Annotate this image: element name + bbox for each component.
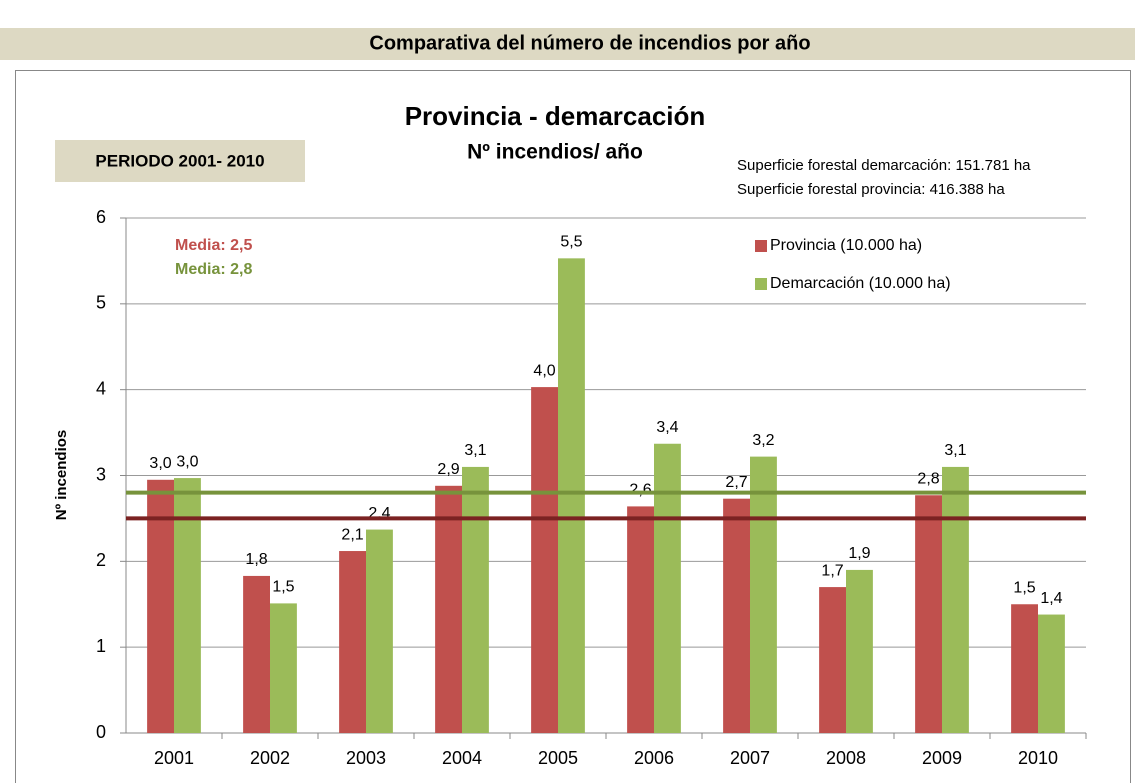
- value-label: 3,0: [176, 453, 198, 470]
- value-label: 3,0: [149, 455, 171, 472]
- legend-swatch: [755, 240, 767, 252]
- chart-frame: [15, 70, 1131, 783]
- value-label: 2,1: [341, 526, 363, 543]
- value-label: 2,8: [917, 470, 939, 487]
- value-label: 4,0: [533, 362, 555, 379]
- legend-label: Provincia (10.000 ha): [770, 237, 922, 254]
- header-title: Comparativa del número de incendios por …: [369, 32, 810, 54]
- bar: [915, 495, 942, 733]
- value-label: 3,1: [464, 442, 486, 459]
- value-label: 2,9: [437, 461, 459, 478]
- bar: [819, 587, 846, 733]
- bar: [942, 466, 969, 733]
- bar: [462, 466, 489, 733]
- value-label: 3,2: [752, 432, 774, 449]
- value-label: 5,5: [560, 234, 582, 251]
- value-label: 2,7: [725, 474, 747, 491]
- y-tick-label: 6: [96, 207, 106, 227]
- value-label: 1,8: [245, 551, 267, 568]
- bar: [270, 603, 297, 733]
- bar: [531, 387, 558, 733]
- value-label: 1,4: [1040, 590, 1062, 607]
- period-box: [55, 140, 305, 182]
- x-tick-label: 2007: [730, 748, 770, 768]
- period-label: PERIODO 2001- 2010: [95, 151, 264, 170]
- note: Superficie forestal provincia: 416.388 h…: [737, 181, 1005, 198]
- bar: [750, 456, 777, 733]
- value-label: 1,5: [272, 579, 294, 596]
- bar: [339, 551, 366, 733]
- header-band: [0, 28, 1135, 60]
- bar: [1011, 604, 1038, 733]
- x-tick-label: 2004: [442, 748, 482, 768]
- y-tick-label: 5: [96, 293, 106, 313]
- bar: [846, 569, 873, 733]
- value-label: 2,6: [629, 482, 651, 499]
- x-tick-label: 2005: [538, 748, 578, 768]
- reference-label: Media: 2,8: [175, 261, 252, 278]
- bar: [627, 506, 654, 733]
- y-tick-label: 2: [96, 550, 106, 570]
- bar: [723, 498, 750, 733]
- y-tick-label: 3: [96, 464, 106, 484]
- value-label: 1,7: [821, 562, 843, 579]
- legend-swatch: [755, 278, 767, 290]
- legend-label: Demarcación (10.000 ha): [770, 275, 951, 292]
- x-tick-label: 2001: [154, 748, 194, 768]
- chart-subtitle: Nº incendios/ año: [467, 141, 643, 164]
- bar: [558, 258, 585, 733]
- value-label: 3,1: [944, 442, 966, 459]
- y-axis-label: Nº incendios: [53, 430, 70, 521]
- bar: [147, 479, 174, 733]
- x-tick-label: 2002: [250, 748, 290, 768]
- bar: [174, 478, 201, 733]
- bar: [243, 575, 270, 733]
- reference-label: Media: 2,5: [175, 237, 252, 254]
- value-label: 1,5: [1013, 579, 1035, 596]
- x-tick-label: 2008: [826, 748, 866, 768]
- x-tick-label: 2006: [634, 748, 674, 768]
- x-tick-label: 2003: [346, 748, 386, 768]
- bar: [435, 485, 462, 733]
- bar: [654, 443, 681, 733]
- y-tick-label: 1: [96, 636, 106, 656]
- chart-title: Provincia - demarcación: [405, 101, 706, 131]
- y-tick-label: 0: [96, 722, 106, 742]
- bar: [366, 529, 393, 733]
- note: Superficie forestal demarcación: 151.781…: [737, 157, 1031, 174]
- value-label: 1,9: [848, 545, 870, 562]
- bar: [1038, 614, 1065, 733]
- x-tick-label: 2010: [1018, 748, 1058, 768]
- y-tick-label: 4: [96, 378, 106, 398]
- x-tick-label: 2009: [922, 748, 962, 768]
- value-label: 3,4: [656, 419, 678, 436]
